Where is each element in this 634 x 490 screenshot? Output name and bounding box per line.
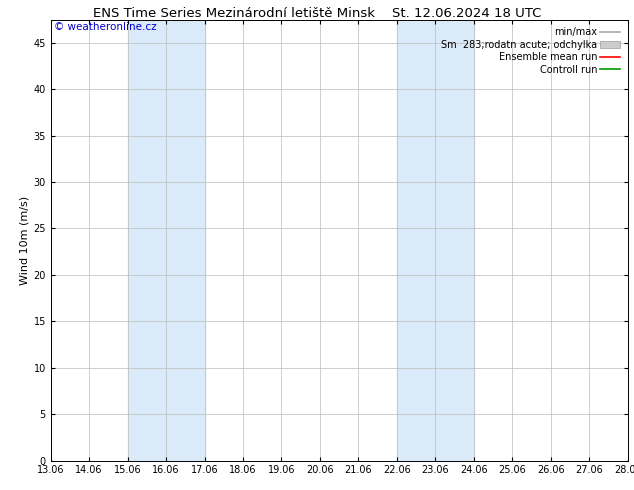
Text: © weatheronline.cz: © weatheronline.cz	[54, 22, 156, 32]
Legend: min/max, Sm  283;rodatn acute; odchylka, Ensemble mean run, Controll run: min/max, Sm 283;rodatn acute; odchylka, …	[439, 24, 623, 77]
Bar	[127, 20, 205, 461]
Bar	[397, 20, 474, 461]
Y-axis label: Wind 10m (m/s): Wind 10m (m/s)	[19, 196, 29, 285]
Text: ENS Time Series Mezinárodní letiště Minsk    St. 12.06.2024 18 UTC: ENS Time Series Mezinárodní letiště Mins…	[93, 7, 541, 21]
